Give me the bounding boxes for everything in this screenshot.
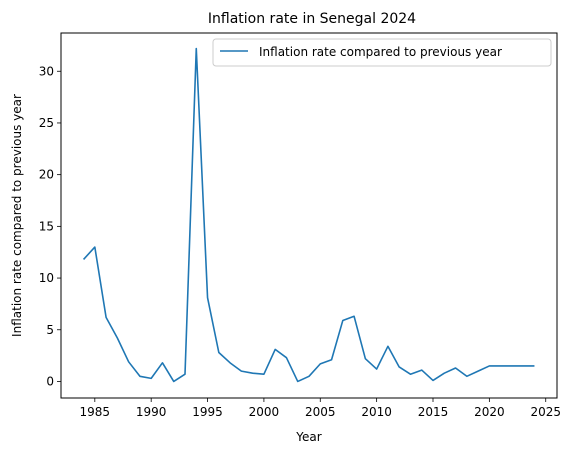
x-tick-label: 2020 <box>474 405 505 419</box>
legend: Inflation rate compared to previous year <box>212 38 552 67</box>
y-tick-label: 0 <box>46 374 54 388</box>
legend-box <box>212 38 552 67</box>
x-tick-label: 2015 <box>418 405 449 419</box>
plot-area-frame <box>60 32 558 399</box>
x-tick-label: 1995 <box>192 405 223 419</box>
y-tick-label: 25 <box>39 116 54 130</box>
x-tick-label: 1990 <box>136 405 167 419</box>
y-tick-label: 15 <box>39 219 54 233</box>
x-tick-label: 2005 <box>305 405 336 419</box>
y-tick-label: 20 <box>39 168 54 182</box>
x-axis: 1985 1990 1995 2000 2005 2010 2015 2020 2025 <box>80 398 561 419</box>
y-tick-label: 30 <box>39 64 54 78</box>
x-tick-label: 2010 <box>361 405 392 419</box>
y-axis: 0 5 10 15 20 25 30 <box>39 64 61 388</box>
legend-label: Inflation rate compared to previous year <box>259 45 502 59</box>
series-line-inflation-rate <box>82 47 535 383</box>
y-tick-label: 10 <box>39 271 54 285</box>
x-axis-label: Year <box>295 430 321 444</box>
x-tick-label: 2000 <box>249 405 280 419</box>
x-tick-label: 1985 <box>80 405 111 419</box>
y-axis-label: Inflation rate compared to previous year <box>10 94 24 337</box>
series-layer <box>82 47 535 383</box>
x-tick-label: 2025 <box>530 405 561 419</box>
chart-title: Inflation rate in Senegal 2024 <box>208 11 416 27</box>
y-tick-label: 5 <box>46 323 54 337</box>
